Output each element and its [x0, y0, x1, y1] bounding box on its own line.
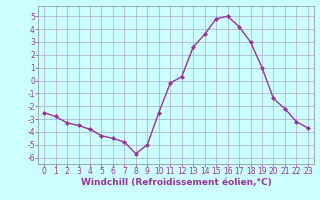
X-axis label: Windchill (Refroidissement éolien,°C): Windchill (Refroidissement éolien,°C): [81, 178, 271, 187]
